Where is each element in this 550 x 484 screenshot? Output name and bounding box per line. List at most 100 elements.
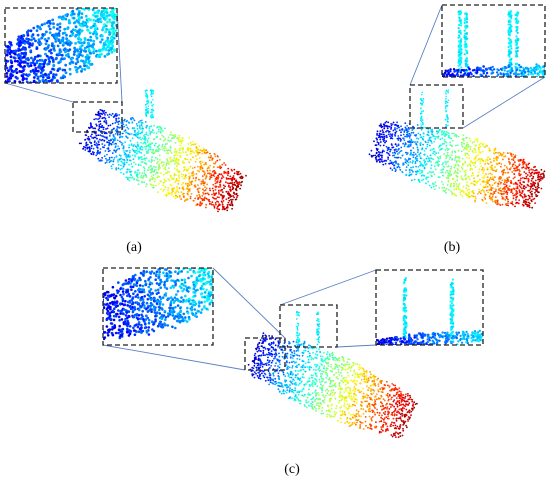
point (122, 27, 125, 30)
point (485, 189, 488, 192)
point (170, 151, 173, 154)
point (433, 140, 436, 143)
point (114, 142, 117, 145)
point (418, 181, 421, 183)
point (218, 166, 221, 169)
point (463, 142, 465, 145)
point (420, 117, 423, 119)
point (214, 188, 217, 191)
point (203, 173, 206, 176)
point (193, 152, 196, 154)
point (456, 144, 459, 147)
point (90, 123, 92, 125)
point (114, 139, 117, 141)
point (446, 70, 449, 73)
point (140, 174, 143, 177)
point (376, 160, 378, 163)
point (189, 147, 192, 150)
point (38, 58, 42, 62)
point (516, 183, 519, 186)
point (205, 149, 208, 152)
point (112, 48, 116, 52)
point (415, 165, 417, 168)
point (206, 167, 209, 170)
point (468, 150, 470, 153)
point (208, 203, 211, 205)
point (410, 173, 412, 176)
point (74, 29, 77, 32)
point (444, 69, 447, 72)
point (489, 172, 492, 175)
point (515, 42, 518, 45)
point (515, 20, 518, 23)
point (183, 166, 185, 169)
point (173, 157, 176, 159)
point (21, 37, 25, 41)
point (445, 89, 448, 92)
point (474, 149, 477, 151)
point (397, 144, 400, 147)
point (406, 160, 409, 163)
point (402, 137, 404, 140)
point (376, 134, 378, 136)
point (239, 187, 242, 190)
point (238, 181, 241, 184)
point (230, 202, 233, 205)
point (417, 148, 419, 151)
point (151, 142, 153, 144)
point (411, 141, 413, 144)
point (137, 179, 140, 182)
point (278, 347, 281, 349)
point (420, 110, 423, 113)
point (125, 131, 127, 134)
point (434, 188, 436, 191)
point (482, 72, 485, 75)
point (465, 68, 468, 72)
point (527, 205, 530, 208)
point (127, 121, 130, 124)
point (227, 167, 230, 170)
point (523, 171, 526, 173)
point (111, 11, 115, 15)
point (124, 31, 127, 34)
point (91, 133, 93, 136)
point (458, 78, 460, 80)
point (511, 155, 513, 158)
point (450, 137, 452, 140)
point (467, 185, 470, 188)
point (112, 36, 116, 40)
point (410, 179, 413, 182)
point (315, 380, 318, 383)
point (123, 36, 126, 39)
point (205, 174, 208, 177)
point (428, 136, 431, 139)
point (197, 198, 199, 201)
point (508, 185, 511, 188)
point (144, 141, 147, 144)
point (345, 363, 348, 366)
point (226, 209, 229, 212)
point (180, 191, 183, 194)
point (460, 175, 463, 178)
point (547, 66, 549, 68)
point (451, 132, 453, 135)
point (58, 29, 62, 33)
point (284, 390, 287, 393)
point (13, 80, 17, 83)
point (413, 178, 416, 181)
point (103, 144, 106, 147)
point (471, 168, 474, 171)
point (294, 387, 297, 389)
point (115, 128, 118, 131)
point (515, 199, 517, 201)
point (129, 176, 132, 179)
point (506, 152, 509, 155)
point (417, 166, 420, 168)
point (236, 173, 239, 176)
point (215, 203, 217, 206)
point (121, 161, 123, 163)
point (26, 86, 29, 89)
point (530, 200, 533, 203)
point (151, 92, 154, 95)
point (187, 183, 190, 185)
